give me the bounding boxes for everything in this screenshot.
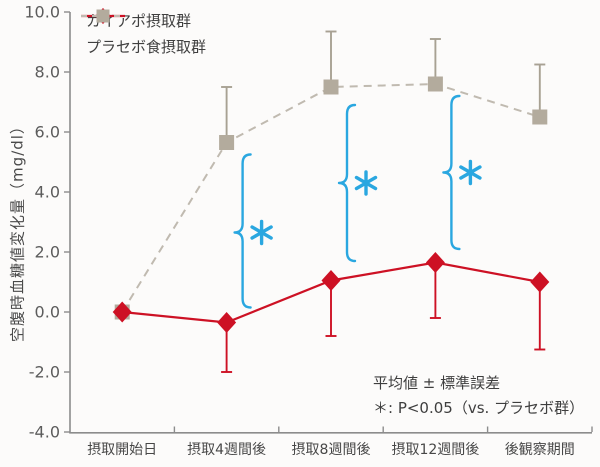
x-category-label: 後観察期間	[505, 441, 575, 458]
y-tick-label: 8.0	[35, 63, 60, 82]
kaiapo-marker	[217, 312, 237, 333]
x-category-label: 摂取8週間後	[292, 442, 371, 458]
legend: カイアポ摂取群 プラセボ食摂取群	[80, 7, 206, 59]
significance-brace	[233, 153, 252, 309]
placebo-marker	[427, 76, 443, 92]
kaiapo-marker	[112, 301, 132, 323]
y-tick-label: -4.0	[29, 423, 60, 442]
placebo-marker	[323, 79, 339, 95]
placebo-marker	[219, 135, 235, 150]
placebo-line	[121, 82, 541, 313]
stats-note: 平均値 ± 標準誤差 ＊: P<0.05（vs. プラセボ群）	[373, 371, 584, 421]
significance-asterisk	[354, 175, 378, 191]
y-tick-label: 0.0	[35, 303, 60, 322]
significance-brace	[442, 94, 461, 251]
y-tick-label: 2.0	[35, 243, 60, 262]
y-tick-label: -2.0	[29, 363, 60, 382]
y-tick-label: 6.0	[35, 123, 60, 142]
kaiapo-marker	[530, 271, 550, 293]
x-category-label: 摂取12週間後	[391, 442, 479, 458]
x-category-label: 摂取開始日	[87, 442, 157, 458]
y-axis-title: 空腹時血糖値変化量（mg/dl）	[8, 118, 27, 342]
significance-asterisk	[250, 225, 273, 240]
y-tick-label: 10.0	[24, 3, 60, 22]
y-tick-label: 4.0	[35, 183, 60, 202]
x-category-label: 摂取4週間後	[187, 442, 266, 458]
mean-se-note: 平均値 ± 標準誤差	[373, 374, 501, 392]
legend-item-placebo: プラセボ食摂取群	[80, 9, 207, 59]
significance-asterisk	[459, 165, 482, 180]
significance-brace	[337, 103, 357, 263]
kaiapo-marker	[425, 252, 445, 273]
pvalue-note: ＊: P<0.05（vs. プラセボ群）	[373, 399, 585, 417]
kaiapo-marker	[321, 270, 341, 291]
legend-label-placebo: プラセボ食摂取群	[86, 37, 207, 56]
placebo-marker	[532, 109, 548, 125]
placebo-legend-sample-icon	[81, 9, 125, 23]
